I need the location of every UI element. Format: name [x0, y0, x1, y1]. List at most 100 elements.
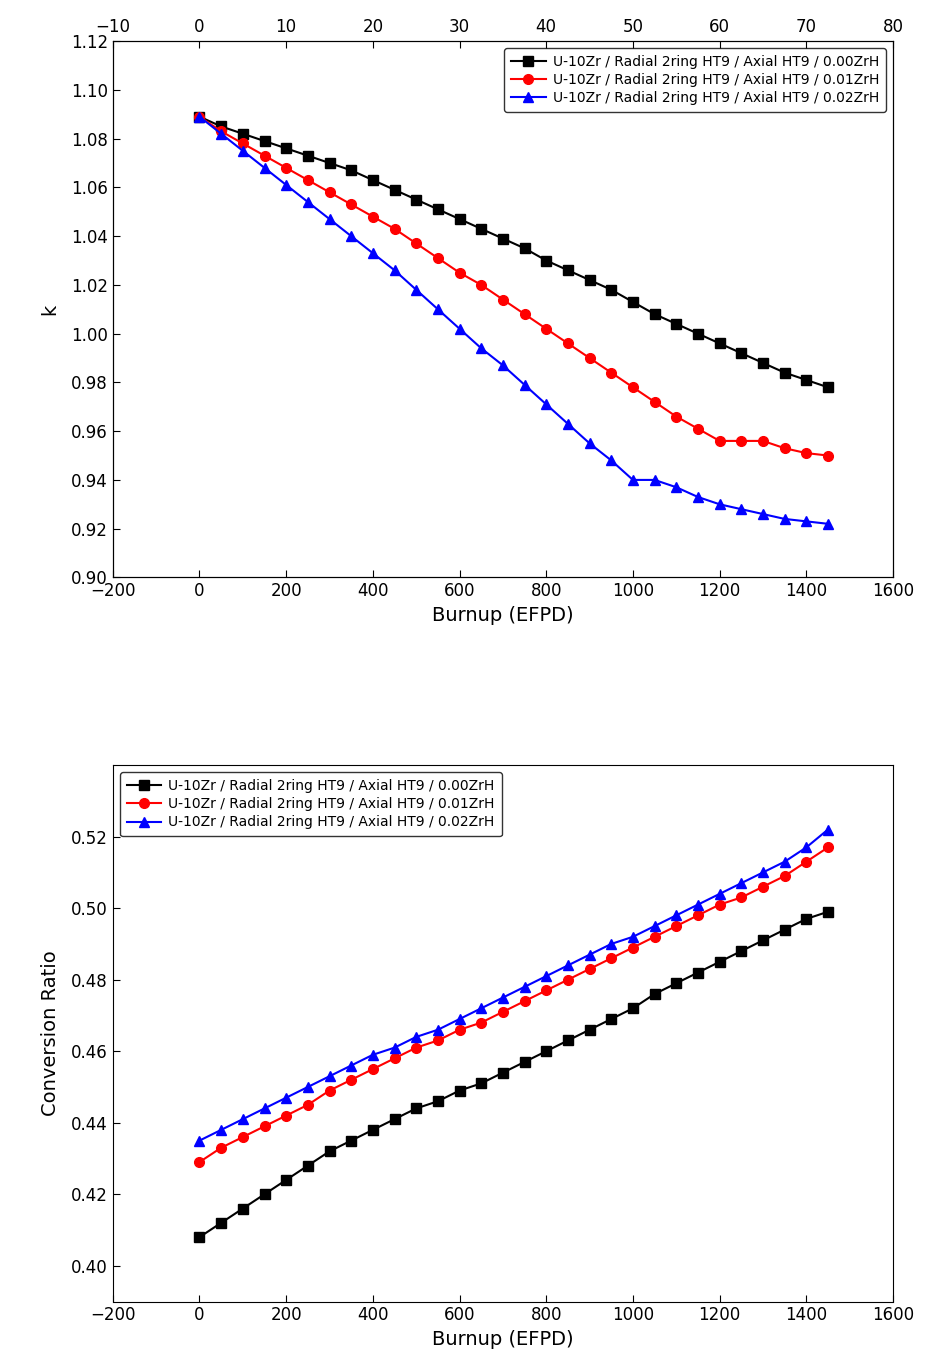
U-10Zr / Radial 2ring HT9 / Axial HT9 / 0.02ZrH [649, 471, 660, 488]
U-10Zr / Radial 2ring HT9 / Axial HT9 / 0.01ZrH [389, 1051, 400, 1067]
U-10Zr / Radial 2ring HT9 / Axial HT9 / 0.02ZrH [540, 396, 552, 412]
U-10Zr / Radial 2ring HT9 / Axial HT9 / 0.00ZrH [389, 1111, 400, 1128]
U-10Zr / Radial 2ring HT9 / Axial HT9 / 0.01ZrH [627, 940, 638, 956]
U-10Zr / Radial 2ring HT9 / Axial HT9 / 0.00ZrH [258, 1186, 270, 1203]
Legend: U-10Zr / Radial 2ring HT9 / Axial HT9 / 0.00ZrH, U-10Zr / Radial 2ring HT9 / Axi: U-10Zr / Radial 2ring HT9 / Axial HT9 / … [119, 773, 502, 836]
U-10Zr / Radial 2ring HT9 / Axial HT9 / 0.00ZrH [670, 315, 681, 332]
U-10Zr / Radial 2ring HT9 / Axial HT9 / 0.00ZrH [497, 1064, 509, 1081]
U-10Zr / Radial 2ring HT9 / Axial HT9 / 0.01ZrH [237, 1129, 248, 1145]
U-10Zr / Radial 2ring HT9 / Axial HT9 / 0.00ZrH [497, 230, 509, 247]
U-10Zr / Radial 2ring HT9 / Axial HT9 / 0.00ZrH [476, 221, 487, 237]
U-10Zr / Radial 2ring HT9 / Axial HT9 / 0.01ZrH [779, 867, 791, 884]
U-10Zr / Radial 2ring HT9 / Axial HT9 / 0.02ZrH [280, 1089, 291, 1106]
U-10Zr / Radial 2ring HT9 / Axial HT9 / 0.01ZrH [389, 221, 400, 237]
U-10Zr / Radial 2ring HT9 / Axial HT9 / 0.02ZrH [280, 177, 291, 193]
U-10Zr / Radial 2ring HT9 / Axial HT9 / 0.02ZrH [758, 506, 769, 522]
U-10Zr / Radial 2ring HT9 / Axial HT9 / 0.02ZrH [562, 958, 573, 974]
U-10Zr / Radial 2ring HT9 / Axial HT9 / 0.01ZrH [670, 408, 681, 425]
U-10Zr / Radial 2ring HT9 / Axial HT9 / 0.02ZrH [258, 1100, 270, 1117]
X-axis label: Burnup (EFPD): Burnup (EFPD) [432, 606, 573, 625]
U-10Zr / Radial 2ring HT9 / Axial HT9 / 0.00ZrH [736, 943, 747, 959]
U-10Zr / Radial 2ring HT9 / Axial HT9 / 0.00ZrH [562, 1032, 573, 1048]
U-10Zr / Radial 2ring HT9 / Axial HT9 / 0.01ZrH [540, 321, 552, 337]
U-10Zr / Radial 2ring HT9 / Axial HT9 / 0.02ZrH [758, 864, 769, 881]
U-10Zr / Radial 2ring HT9 / Axial HT9 / 0.01ZrH [562, 971, 573, 988]
U-10Zr / Radial 2ring HT9 / Axial HT9 / 0.01ZrH [194, 1154, 205, 1170]
U-10Zr / Radial 2ring HT9 / Axial HT9 / 0.02ZrH [627, 929, 638, 945]
U-10Zr / Radial 2ring HT9 / Axial HT9 / 0.00ZrH [736, 345, 747, 362]
U-10Zr / Radial 2ring HT9 / Axial HT9 / 0.02ZrH [627, 471, 638, 488]
U-10Zr / Radial 2ring HT9 / Axial HT9 / 0.02ZrH [779, 854, 791, 870]
U-10Zr / Radial 2ring HT9 / Axial HT9 / 0.00ZrH [692, 964, 703, 981]
Line: U-10Zr / Radial 2ring HT9 / Axial HT9 / 0.00ZrH: U-10Zr / Radial 2ring HT9 / Axial HT9 / … [195, 112, 833, 392]
U-10Zr / Radial 2ring HT9 / Axial HT9 / 0.01ZrH [411, 236, 422, 252]
U-10Zr / Radial 2ring HT9 / Axial HT9 / 0.01ZrH [324, 1082, 336, 1099]
U-10Zr / Radial 2ring HT9 / Axial HT9 / 0.02ZrH [215, 1122, 227, 1138]
U-10Zr / Radial 2ring HT9 / Axial HT9 / 0.00ZrH [389, 182, 400, 199]
U-10Zr / Radial 2ring HT9 / Axial HT9 / 0.00ZrH [779, 364, 791, 381]
U-10Zr / Radial 2ring HT9 / Axial HT9 / 0.00ZrH [801, 371, 812, 388]
U-10Zr / Radial 2ring HT9 / Axial HT9 / 0.00ZrH [324, 1143, 336, 1159]
U-10Zr / Radial 2ring HT9 / Axial HT9 / 0.02ZrH [454, 321, 465, 337]
U-10Zr / Radial 2ring HT9 / Axial HT9 / 0.00ZrH [540, 1043, 552, 1059]
U-10Zr / Radial 2ring HT9 / Axial HT9 / 0.00ZrH [411, 1100, 422, 1117]
Legend: U-10Zr / Radial 2ring HT9 / Axial HT9 / 0.00ZrH, U-10Zr / Radial 2ring HT9 / Axi: U-10Zr / Radial 2ring HT9 / Axial HT9 / … [504, 48, 886, 112]
U-10Zr / Radial 2ring HT9 / Axial HT9 / 0.01ZrH [324, 184, 336, 200]
U-10Zr / Radial 2ring HT9 / Axial HT9 / 0.01ZrH [237, 136, 248, 152]
U-10Zr / Radial 2ring HT9 / Axial HT9 / 0.01ZrH [497, 1004, 509, 1021]
U-10Zr / Radial 2ring HT9 / Axial HT9 / 0.02ZrH [194, 1133, 205, 1149]
U-10Zr / Radial 2ring HT9 / Axial HT9 / 0.02ZrH [411, 1029, 422, 1045]
U-10Zr / Radial 2ring HT9 / Axial HT9 / 0.00ZrH [215, 118, 227, 134]
U-10Zr / Radial 2ring HT9 / Axial HT9 / 0.00ZrH [237, 1200, 248, 1217]
U-10Zr / Radial 2ring HT9 / Axial HT9 / 0.01ZrH [303, 171, 314, 188]
U-10Zr / Radial 2ring HT9 / Axial HT9 / 0.02ZrH [584, 947, 595, 963]
U-10Zr / Radial 2ring HT9 / Axial HT9 / 0.01ZrH [303, 1096, 314, 1112]
U-10Zr / Radial 2ring HT9 / Axial HT9 / 0.00ZrH [303, 148, 314, 164]
U-10Zr / Radial 2ring HT9 / Axial HT9 / 0.01ZrH [584, 960, 595, 977]
U-10Zr / Radial 2ring HT9 / Axial HT9 / 0.00ZrH [476, 1075, 487, 1092]
U-10Zr / Radial 2ring HT9 / Axial HT9 / 0.01ZrH [758, 878, 769, 895]
U-10Zr / Radial 2ring HT9 / Axial HT9 / 0.01ZrH [562, 336, 573, 352]
U-10Zr / Radial 2ring HT9 / Axial HT9 / 0.02ZrH [303, 193, 314, 210]
U-10Zr / Radial 2ring HT9 / Axial HT9 / 0.02ZrH [476, 1000, 487, 1017]
U-10Zr / Radial 2ring HT9 / Axial HT9 / 0.02ZrH [649, 918, 660, 934]
U-10Zr / Radial 2ring HT9 / Axial HT9 / 0.01ZrH [692, 421, 703, 437]
U-10Zr / Radial 2ring HT9 / Axial HT9 / 0.00ZrH [346, 1133, 357, 1149]
U-10Zr / Radial 2ring HT9 / Axial HT9 / 0.00ZrH [584, 1022, 595, 1038]
U-10Zr / Radial 2ring HT9 / Axial HT9 / 0.00ZrH [454, 1082, 465, 1099]
U-10Zr / Radial 2ring HT9 / Axial HT9 / 0.01ZrH [670, 918, 681, 934]
U-10Zr / Radial 2ring HT9 / Axial HT9 / 0.00ZrH [822, 904, 834, 921]
U-10Zr / Radial 2ring HT9 / Axial HT9 / 0.00ZrH [605, 282, 617, 299]
U-10Zr / Radial 2ring HT9 / Axial HT9 / 0.01ZrH [649, 929, 660, 945]
U-10Zr / Radial 2ring HT9 / Axial HT9 / 0.01ZrH [519, 306, 530, 322]
U-10Zr / Radial 2ring HT9 / Axial HT9 / 0.02ZrH [822, 821, 834, 837]
U-10Zr / Radial 2ring HT9 / Axial HT9 / 0.02ZrH [194, 108, 205, 125]
U-10Zr / Radial 2ring HT9 / Axial HT9 / 0.01ZrH [432, 249, 444, 266]
U-10Zr / Radial 2ring HT9 / Axial HT9 / 0.02ZrH [324, 211, 336, 227]
U-10Zr / Radial 2ring HT9 / Axial HT9 / 0.01ZrH [346, 1071, 357, 1088]
Y-axis label: k: k [40, 304, 60, 315]
U-10Zr / Radial 2ring HT9 / Axial HT9 / 0.02ZrH [432, 1022, 444, 1038]
U-10Zr / Radial 2ring HT9 / Axial HT9 / 0.02ZrH [670, 479, 681, 496]
U-10Zr / Radial 2ring HT9 / Axial HT9 / 0.01ZrH [540, 982, 552, 999]
U-10Zr / Radial 2ring HT9 / Axial HT9 / 0.00ZrH [215, 1215, 227, 1232]
U-10Zr / Radial 2ring HT9 / Axial HT9 / 0.01ZrH [258, 148, 270, 164]
U-10Zr / Radial 2ring HT9 / Axial HT9 / 0.01ZrH [649, 393, 660, 410]
U-10Zr / Radial 2ring HT9 / Axial HT9 / 0.00ZrH [432, 201, 444, 218]
U-10Zr / Radial 2ring HT9 / Axial HT9 / 0.01ZrH [368, 1060, 379, 1077]
U-10Zr / Radial 2ring HT9 / Axial HT9 / 0.02ZrH [237, 142, 248, 159]
U-10Zr / Radial 2ring HT9 / Axial HT9 / 0.01ZrH [779, 440, 791, 456]
U-10Zr / Radial 2ring HT9 / Axial HT9 / 0.00ZrH [411, 192, 422, 208]
U-10Zr / Radial 2ring HT9 / Axial HT9 / 0.01ZrH [801, 445, 812, 462]
U-10Zr / Radial 2ring HT9 / Axial HT9 / 0.01ZrH [822, 448, 834, 464]
Line: U-10Zr / Radial 2ring HT9 / Axial HT9 / 0.02ZrH: U-10Zr / Radial 2ring HT9 / Axial HT9 / … [195, 825, 833, 1145]
Line: U-10Zr / Radial 2ring HT9 / Axial HT9 / 0.01ZrH: U-10Zr / Radial 2ring HT9 / Axial HT9 / … [195, 112, 833, 460]
U-10Zr / Radial 2ring HT9 / Axial HT9 / 0.02ZrH [215, 126, 227, 142]
U-10Zr / Radial 2ring HT9 / Axial HT9 / 0.00ZrH [432, 1093, 444, 1110]
U-10Zr / Radial 2ring HT9 / Axial HT9 / 0.00ZrH [303, 1158, 314, 1174]
U-10Zr / Radial 2ring HT9 / Axial HT9 / 0.02ZrH [389, 262, 400, 278]
U-10Zr / Radial 2ring HT9 / Axial HT9 / 0.00ZrH [519, 1054, 530, 1070]
U-10Zr / Radial 2ring HT9 / Axial HT9 / 0.01ZrH [605, 364, 617, 381]
U-10Zr / Radial 2ring HT9 / Axial HT9 / 0.01ZrH [280, 160, 291, 177]
U-10Zr / Radial 2ring HT9 / Axial HT9 / 0.01ZrH [497, 292, 509, 308]
